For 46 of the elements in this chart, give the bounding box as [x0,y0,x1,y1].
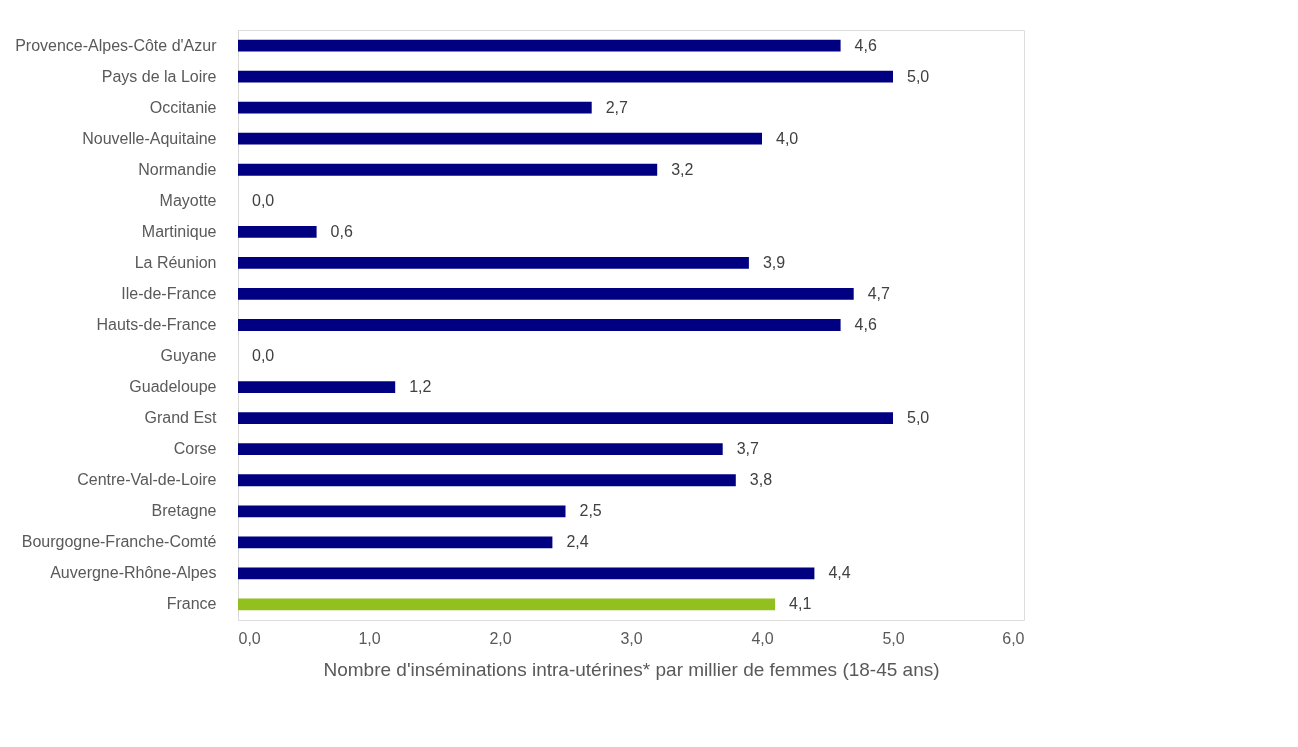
x-tick-label: 6,0 [1002,629,1025,647]
x-tick-label: 1,0 [358,629,381,647]
data-label: 4,6 [854,316,877,333]
data-label: 4,4 [828,564,851,582]
x-axis-title: Nombre d'inséminations intra-utérines* par millier de femmes (18-45 ans) [323,658,940,680]
data-label: 5,0 [907,67,930,85]
data-label: 2,7 [605,98,629,116]
y-tick-label: Occitanie [149,98,217,116]
data-label: 0,0 [252,191,275,209]
y-tick-label: Hauts-de-France [96,316,217,333]
y-tick-label: Bretagne [151,502,217,520]
data-label: 4,6 [854,36,877,54]
y-tick-label: France [166,595,217,613]
data-label: 4,0 [776,129,799,147]
y-tick-label: Guadeloupe [129,378,217,396]
data-label: 3,8 [749,471,773,489]
x-tick-label: 3,0 [620,629,643,647]
data-label: 3,7 [736,440,760,458]
data-label: 2,5 [579,502,602,520]
data-label: 5,0 [907,409,930,427]
x-tick-label: 0,0 [238,629,261,647]
data-label: 3,2 [671,160,694,178]
data-label: 1,2 [409,378,432,396]
y-tick-label: Centre-Val-de-Loire [77,471,217,489]
y-tick-label: Provence-Alpes-Côte d'Azur [15,36,218,54]
data-label: 4,1 [789,595,812,613]
data-label: 0,6 [330,222,353,240]
y-tick-label: Normandie [138,160,217,178]
y-tick-label: Ile-de-France [121,284,217,302]
y-tick-label: Guyane [160,347,217,365]
x-tick-label: 5,0 [882,629,905,647]
y-tick-label: Auvergne-Rhône-Alpes [50,564,217,582]
x-tick-label: 4,0 [751,629,774,647]
data-label: 0,0 [252,347,275,365]
y-tick-label: Corse [173,440,217,458]
y-tick-label: Grand Est [144,409,218,427]
x-tick-label: 2,0 [489,629,512,647]
y-tick-label: Martinique [141,222,217,240]
data-label: 2,4 [566,533,589,551]
y-tick-label: Mayotte [159,191,217,209]
data-label: 4,7 [867,284,891,302]
y-tick-label: Bourgogne-Franche-Comté [21,533,217,551]
y-tick-label: Pays de la Loire [101,67,217,85]
data-label: 3,9 [762,253,786,271]
y-tick-label: La Réunion [134,253,217,271]
y-tick-label: Nouvelle-Aquitaine [82,129,217,147]
